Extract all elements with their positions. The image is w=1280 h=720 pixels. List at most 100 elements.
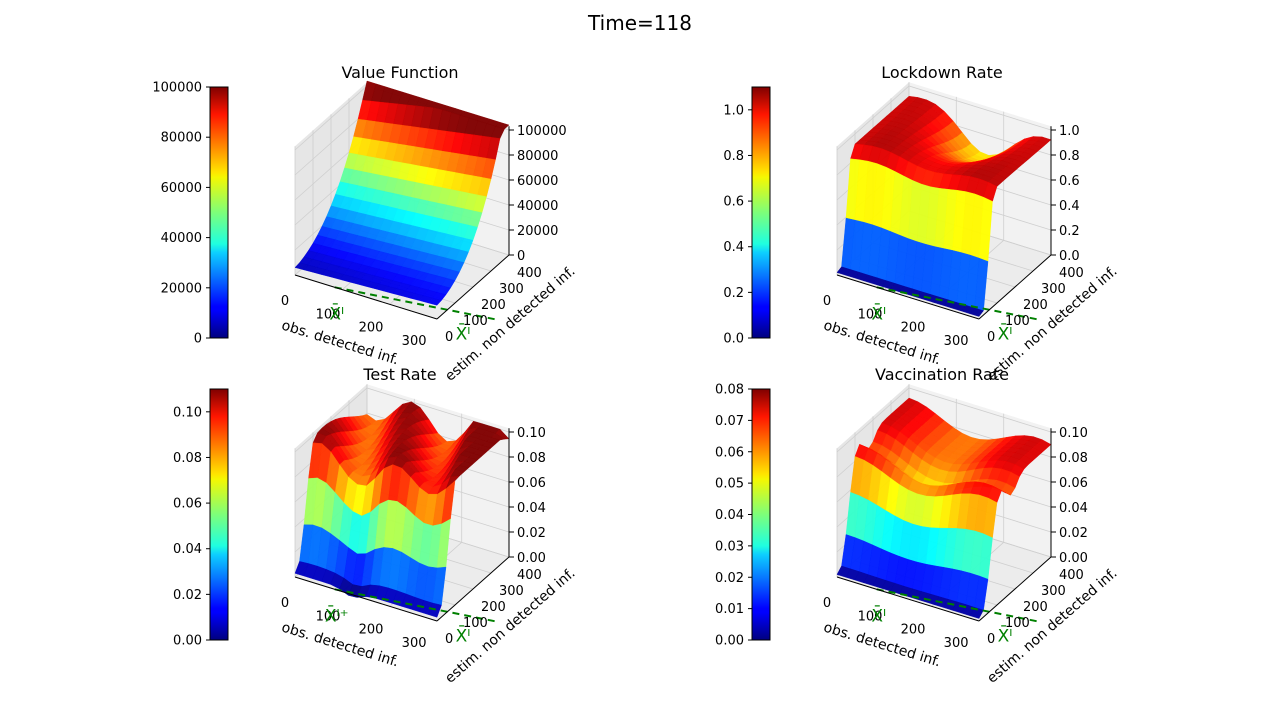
y-tick-label: 400	[517, 568, 542, 583]
z-tick-label: 1.0	[1059, 124, 1080, 139]
colorbar-tick-label: 0.6	[723, 195, 744, 210]
y-axis-line	[436, 556, 510, 622]
threshold-x-label: X̄ᴵ	[871, 302, 886, 324]
x-tick-label: 100	[858, 609, 883, 624]
z-tick-label: 0.4	[1059, 199, 1080, 214]
colorbar-tick-label: 0.00	[715, 634, 744, 649]
z-tick-label: 0.2	[1059, 224, 1080, 239]
z-tick-label: 0	[517, 249, 525, 264]
colorbar-tick-label: 0.08	[715, 383, 744, 398]
figure-title: Time=118	[587, 11, 692, 35]
x-tick-label: 300	[402, 636, 427, 651]
x-tick-label: 200	[901, 321, 926, 336]
x-axis-line	[294, 576, 438, 622]
y-tick-label: 200	[481, 600, 506, 615]
z-tick-label: 0.08	[517, 451, 546, 466]
x-axis-line	[836, 274, 980, 320]
z-tick-label: 80000	[517, 149, 558, 164]
colorbar-tick-label: 0.03	[715, 539, 744, 554]
colorbar	[209, 388, 229, 641]
colorbar-tick-label: 0.2	[723, 286, 744, 301]
y-axis-line	[978, 556, 1052, 622]
z-tick-label: 0.8	[1059, 149, 1080, 164]
colorbar-tick-label: 0.0	[723, 332, 744, 347]
y-tick-label: 300	[1041, 282, 1066, 297]
threshold-y-label: X̄ᴵ	[456, 624, 471, 646]
colorbar-tick-label: 80000	[161, 131, 202, 146]
x-tick-label: 200	[901, 623, 926, 638]
panel-title: Lockdown Rate	[881, 63, 1002, 82]
colorbar-tick-label: 0.10	[173, 405, 202, 420]
colorbar	[209, 86, 229, 339]
threshold-x-label: X̄ᴵ⁺	[325, 604, 349, 626]
colorbar-tick-label: 100000	[152, 81, 202, 96]
y-tick-label: 0	[987, 632, 995, 647]
panel-title: Vaccination Rate	[875, 365, 1009, 384]
y-tick-label: 100	[1005, 616, 1030, 631]
panel-title: Value Function	[341, 63, 458, 82]
z-tick-label: 0.02	[1059, 526, 1088, 541]
z-tick-label: 0.0	[1059, 249, 1080, 264]
y-tick-label: 400	[517, 266, 542, 281]
panel-title: Test Rate	[362, 365, 436, 384]
threshold-y-label: X̄ᴵ	[998, 624, 1013, 646]
x-axis-line	[294, 274, 438, 320]
z-tick-label: 0.00	[517, 551, 546, 566]
threshold-line	[334, 286, 498, 321]
colorbar-tick-label: 0.02	[715, 571, 744, 586]
surface-mesh	[836, 95, 1052, 317]
colorbar	[751, 388, 771, 641]
x-tick-label: 0	[823, 294, 831, 309]
colorbar-tick-label: 0.07	[715, 414, 744, 429]
threshold-line	[876, 286, 1040, 321]
threshold-x-label: X̄ᴵ	[871, 604, 886, 626]
y-tick-label: 0	[445, 632, 453, 647]
threshold-y-label: X̄ᴵ	[998, 322, 1013, 344]
y-tick-label: 200	[1023, 600, 1048, 615]
colorbar-tick-label: 0.01	[715, 602, 744, 617]
surface-mesh	[294, 80, 510, 306]
x-axis-line	[836, 576, 980, 622]
colorbar-tick-label: 40000	[161, 231, 202, 246]
z-tick-label: 0.06	[1059, 476, 1088, 491]
y-tick-label: 100	[463, 616, 488, 631]
colorbar-tick-label: 0.02	[173, 588, 202, 603]
surface-mesh	[836, 397, 1052, 619]
x-tick-label: 200	[359, 623, 384, 638]
x-tick-label: 0	[281, 596, 289, 611]
y-axis-line	[436, 254, 510, 320]
z-tick-label: 100000	[517, 124, 567, 139]
z-tick-label: 40000	[517, 199, 558, 214]
x-tick-label: 100	[316, 307, 341, 322]
z-tick-label: 0.04	[1059, 501, 1088, 516]
z-tick-label: 0.06	[517, 476, 546, 491]
surface-mesh	[294, 401, 510, 618]
surface-facet	[969, 307, 984, 317]
z-tick-label: 0.10	[1059, 426, 1088, 441]
z-tick-label: 0.6	[1059, 174, 1080, 189]
y-tick-label: 300	[499, 584, 524, 599]
y-tick-label: 300	[1041, 584, 1066, 599]
z-tick-label: 0.08	[1059, 451, 1088, 466]
y-tick-label: 400	[1059, 266, 1084, 281]
colorbar-tick-label: 0.4	[723, 240, 744, 255]
x-tick-label: 100	[316, 609, 341, 624]
y-tick-label: 400	[1059, 568, 1084, 583]
threshold-x-label: X̄ᴵ	[329, 302, 344, 324]
colorbar-tick-label: 0.06	[715, 445, 744, 460]
x-tick-label: 300	[402, 334, 427, 349]
surface-facet	[427, 297, 442, 306]
y-tick-label: 100	[1005, 314, 1030, 329]
threshold-y-label: X̄ᴵ	[456, 322, 471, 344]
x-tick-label: 100	[858, 307, 883, 322]
y-tick-label: 0	[445, 330, 453, 345]
colorbar-tick-label: 0	[194, 332, 202, 347]
x-tick-label: 0	[281, 294, 289, 309]
threshold-line	[876, 588, 1040, 623]
x-tick-label: 0	[823, 596, 831, 611]
